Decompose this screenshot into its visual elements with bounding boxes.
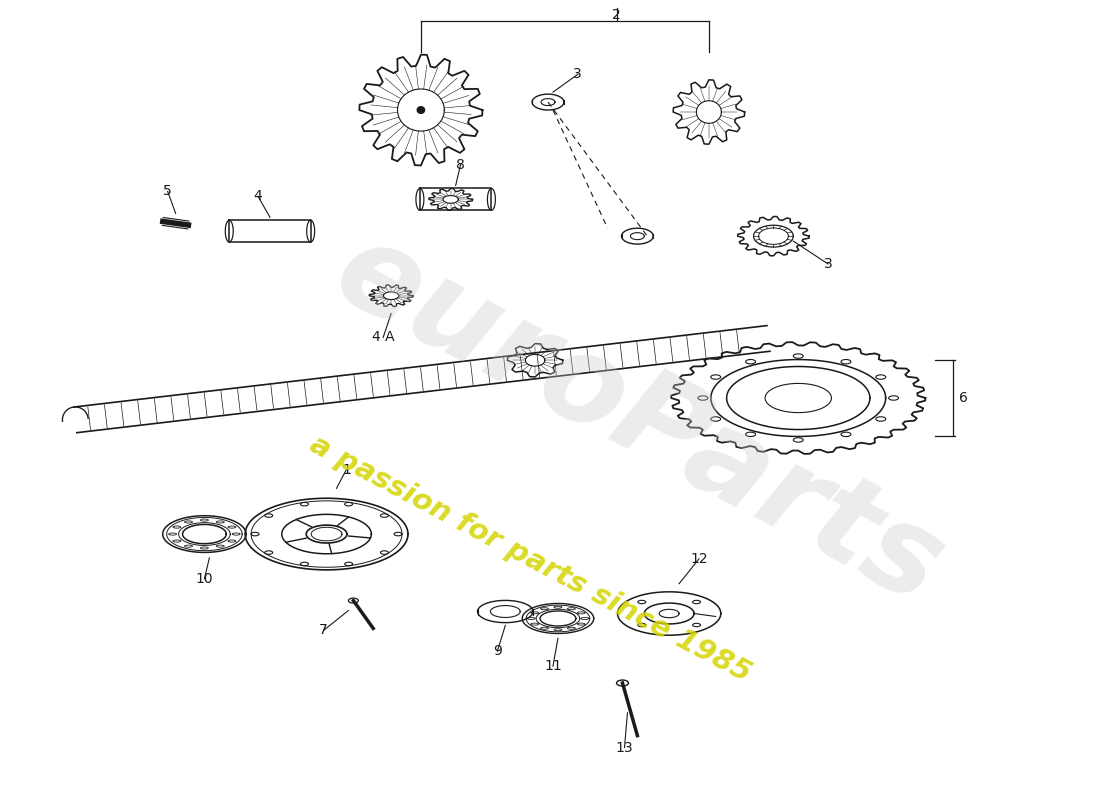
Text: 12: 12 xyxy=(690,552,707,566)
Ellipse shape xyxy=(349,598,359,603)
Ellipse shape xyxy=(616,680,628,686)
Text: 5: 5 xyxy=(163,185,172,198)
Text: euroParts: euroParts xyxy=(316,211,962,629)
Text: 3: 3 xyxy=(573,67,582,82)
Text: 7: 7 xyxy=(319,623,328,638)
Text: 9: 9 xyxy=(493,644,502,658)
Text: 6: 6 xyxy=(959,391,968,405)
Text: 13: 13 xyxy=(616,741,634,754)
Text: 2: 2 xyxy=(613,8,620,22)
Text: 1: 1 xyxy=(342,462,351,477)
Text: 8: 8 xyxy=(456,158,465,172)
Text: 10: 10 xyxy=(196,572,213,586)
Ellipse shape xyxy=(417,106,425,114)
Text: 4: 4 xyxy=(254,190,263,203)
Text: a passion for parts since 1985: a passion for parts since 1985 xyxy=(305,430,756,687)
Text: 11: 11 xyxy=(544,659,562,673)
Text: 3: 3 xyxy=(824,257,833,271)
Text: 4 A: 4 A xyxy=(372,330,395,345)
